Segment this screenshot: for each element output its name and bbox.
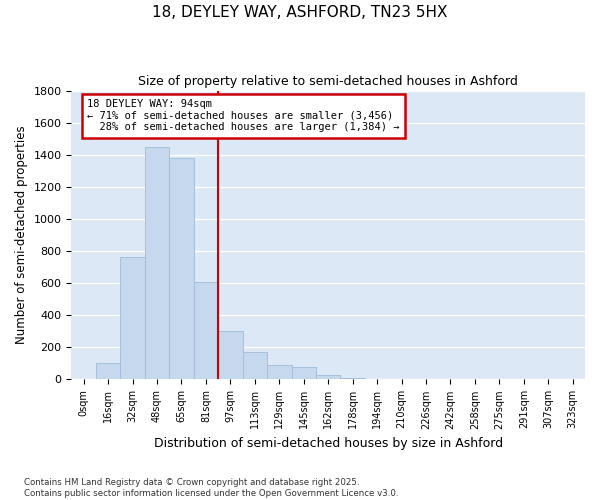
Y-axis label: Number of semi-detached properties: Number of semi-detached properties (15, 126, 28, 344)
Bar (71, 378, 96, 380)
Bar (121, 258, 145, 380)
Bar (145, 146, 169, 380)
Bar (242, 352, 267, 380)
Bar (194, 282, 218, 380)
X-axis label: Distribution of semi-detached houses by size in Ashford: Distribution of semi-detached houses by … (154, 437, 503, 450)
Title: Size of property relative to semi-detached houses in Ashford: Size of property relative to semi-detach… (138, 75, 518, 88)
Bar (292, 366, 316, 380)
Bar (169, 158, 194, 380)
Bar (340, 378, 365, 380)
Bar (218, 332, 242, 380)
Bar (267, 365, 292, 380)
Bar (96, 364, 121, 380)
Text: 18 DEYLEY WAY: 94sqm
← 71% of semi-detached houses are smaller (3,456)
  28% of : 18 DEYLEY WAY: 94sqm ← 71% of semi-detac… (87, 99, 400, 132)
Text: Contains HM Land Registry data © Crown copyright and database right 2025.
Contai: Contains HM Land Registry data © Crown c… (24, 478, 398, 498)
Text: 18, DEYLEY WAY, ASHFORD, TN23 5HX: 18, DEYLEY WAY, ASHFORD, TN23 5HX (152, 5, 448, 20)
Bar (365, 378, 389, 380)
Bar (316, 374, 340, 380)
